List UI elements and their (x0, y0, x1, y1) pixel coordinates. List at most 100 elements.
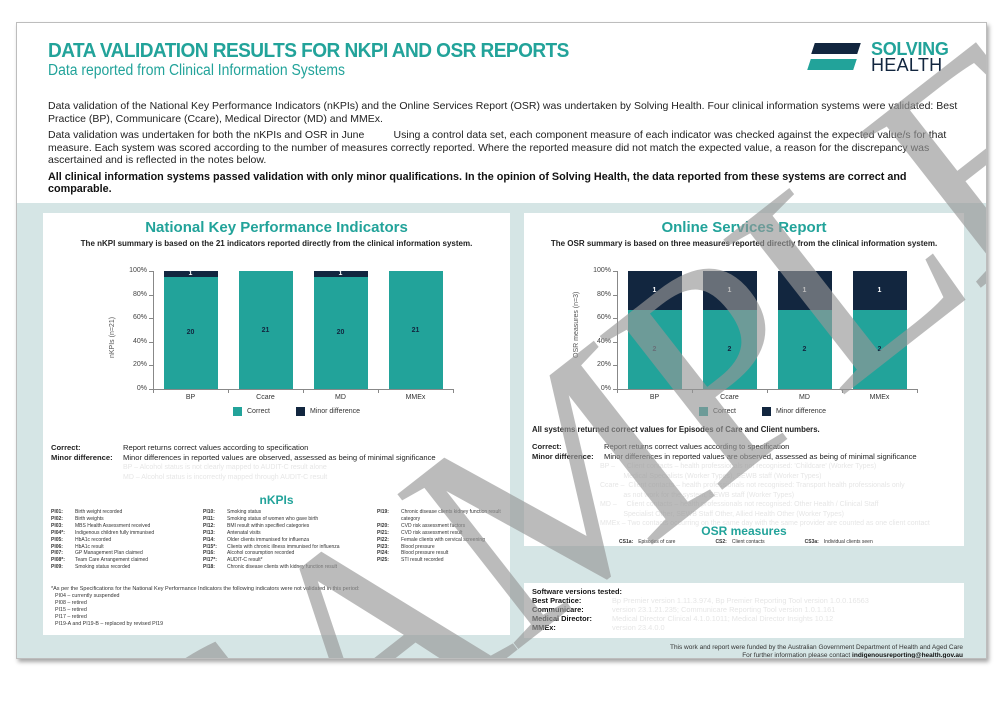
kpi-list-item: PI07: GP Management Plan claimed (51, 550, 201, 557)
footnote-lead: *As per the Specifications for the Natio… (51, 586, 360, 592)
bar-segment-minor: 1 (627, 271, 682, 311)
kpi-label: GP Management Plan claimed (75, 550, 143, 557)
kpi-label: Chronic disease clients kidney function … (401, 509, 501, 522)
kpi-label: HbA1c recorded (75, 536, 112, 543)
y-tick-mark (613, 271, 617, 272)
contact-prefix: For further information please contact (742, 652, 853, 659)
legend-swatch-icon (233, 407, 242, 416)
kpi-code: PI24: (377, 550, 389, 557)
y-tick-label: 20% (596, 361, 611, 369)
kpi-code: PI05: (51, 536, 63, 543)
x-category-label: Ccare (256, 394, 275, 401)
kpi-label: Smoking status (227, 509, 262, 515)
software-row: Medical Director: Medical Director Clinic… (532, 614, 962, 623)
bar-segment-correct: 2 (852, 310, 907, 389)
bar-md: 20 1 (313, 270, 368, 389)
osr-measure-label: Individual clients seen (823, 539, 873, 545)
footnote-item: PI19-A and PI19-B – replaced by revised … (55, 620, 164, 627)
kpi-list-item: PI22: Female clients with cervical screen… (377, 537, 502, 544)
contact-line: For further information please contact i… (670, 652, 963, 659)
legend-item-correct: Correct (233, 407, 270, 416)
kpi-list-item: PI04*: Indigenous children fully immunise… (51, 530, 201, 537)
bar-segment-correct: 21 (388, 271, 443, 389)
osr-note-line: Ccare – Client contacts – health profess… (600, 482, 905, 489)
x-tick-mark (692, 389, 693, 393)
software-version: version 23.1.21.235; Communicare Reporti… (612, 605, 836, 614)
kpi-list-item: PI14: Older clients immunised for influen… (203, 537, 373, 544)
intro-paragraph-2: Data validation was undertaken for both … (48, 129, 950, 166)
y-tick-label: 60% (132, 314, 147, 322)
kpi-label: Birth weights (75, 515, 104, 522)
y-tick-mark (613, 294, 617, 296)
osr-measure-label: Episodes of care (638, 539, 676, 545)
osr-note-line: MD – Client contacts – health profession… (600, 501, 879, 508)
legend-item-minor: Minor difference (761, 407, 826, 416)
software-label: Medical Director: (532, 614, 592, 623)
page-title: DATA VALIDATION RESULTS FOR NKPI AND OSR… (48, 39, 569, 62)
kpi-code: PI04*: (51, 529, 65, 536)
kpi-code: PI07: (51, 550, 63, 557)
osr-measures-title: OSR measures (701, 524, 787, 538)
kpi-list-item: PI15*: Clients with chronic illness immun… (203, 544, 373, 551)
report-page: DATA VALIDATION RESULTS FOR NKPI AND OSR… (16, 22, 987, 659)
bar-bp: 20 1 (163, 270, 218, 389)
kpi-code: PI09: (51, 564, 63, 571)
nkpi-stacked-bar-chart: nKPIs (n=21) 0% 20% 40% 60% 80% 100% 20 1 BP 21 Cca… (43, 253, 510, 423)
kpi-list-item: PI09: Smoking status recorded (51, 564, 201, 571)
y-tick-label: 100% (593, 267, 611, 274)
bar-segment-minor: 1 (313, 270, 368, 277)
kpi-code: PI15*: (203, 543, 217, 550)
kpi-code: PI12: (203, 522, 215, 529)
software-label: Communicare: (532, 605, 584, 614)
kpi-code: PI06: (51, 543, 63, 550)
bar-segment-correct: 21 (238, 271, 293, 389)
kpi-list-item: PI11: Smoking status of women who gave bi… (203, 516, 373, 523)
osr-definitions: Correct: Report returns correct values ac… (532, 442, 962, 529)
osr-measure-item: CS1a: Episodes of care (619, 539, 675, 545)
osr-measure-code: CS3a: (804, 539, 819, 545)
kpi-code: PI02: (51, 515, 63, 522)
chart-legend: Correct Minor difference (699, 407, 826, 416)
kpi-label: MBS Health Assessment received (75, 522, 151, 529)
y-axis-label: OSR measures (n=3) (573, 291, 580, 358)
chart-legend: Correct Minor difference (233, 407, 360, 416)
y-tick-label: 60% (596, 314, 611, 322)
nkpi-panel-subtitle: The nKPI summary is based on the 21 indi… (80, 239, 473, 248)
bar-segment-minor: 1 (163, 270, 218, 277)
y-axis-line (617, 271, 618, 389)
osr-measure-label: Client contacts (731, 539, 765, 545)
contact-email-link[interactable]: indigenousreporting@health.gov.au (852, 652, 963, 659)
software-label: Best Practice: (532, 596, 582, 605)
kpi-code: PI01: (51, 509, 63, 515)
kpi-list-item: PI24: Blood pressure result (377, 550, 502, 557)
bar-ccare: 21 (238, 271, 293, 389)
kpi-code: PI22: (377, 536, 389, 543)
nkpi-panel: National Key Performance Indicators The … (43, 213, 510, 635)
kpi-list-item: PI19: Chronic disease clients kidney func… (377, 509, 502, 523)
kpi-code: PI13: (203, 529, 215, 536)
solving-health-logo: SOLVING HEALTH (807, 39, 977, 79)
y-tick-mark (149, 365, 153, 367)
footnote-item: PI17 – retired (55, 613, 87, 620)
legend-swatch-icon (699, 407, 708, 416)
minor-def-label: Minor difference: (51, 453, 113, 462)
y-tick-label: 20% (132, 361, 147, 369)
kpi-code: PI11: (203, 515, 215, 522)
footnote-item: PI04 – currently suspended (55, 592, 120, 599)
x-tick-mark (842, 389, 843, 393)
page-subtitle: Data reported from Clinical Information … (48, 62, 345, 79)
y-tick-label: 0% (136, 385, 147, 392)
osr-note-line: Specialist Other, SEWB Staff Other, Alli… (600, 510, 844, 518)
software-row: Communicare: version 23.1.21.235; Communi… (532, 605, 962, 614)
kpi-list-item: PI08*: Team Care Arrangement claimed (51, 557, 201, 564)
correct-def-text: Report returns correct values according … (123, 443, 309, 452)
y-tick-label: 80% (132, 290, 147, 298)
kpi-list-item: PI01: Birth weight recorded (51, 509, 201, 516)
osr-note-line: BP – Client contacts – health profession… (600, 463, 877, 470)
kpi-code: PI14: (203, 536, 215, 543)
bar-segment-minor: 1 (777, 271, 832, 311)
kpi-list-item: PI16: Alcohol consumption recorded (203, 550, 373, 557)
x-tick-mark (153, 389, 154, 393)
kpi-code: PI23: (377, 543, 389, 550)
